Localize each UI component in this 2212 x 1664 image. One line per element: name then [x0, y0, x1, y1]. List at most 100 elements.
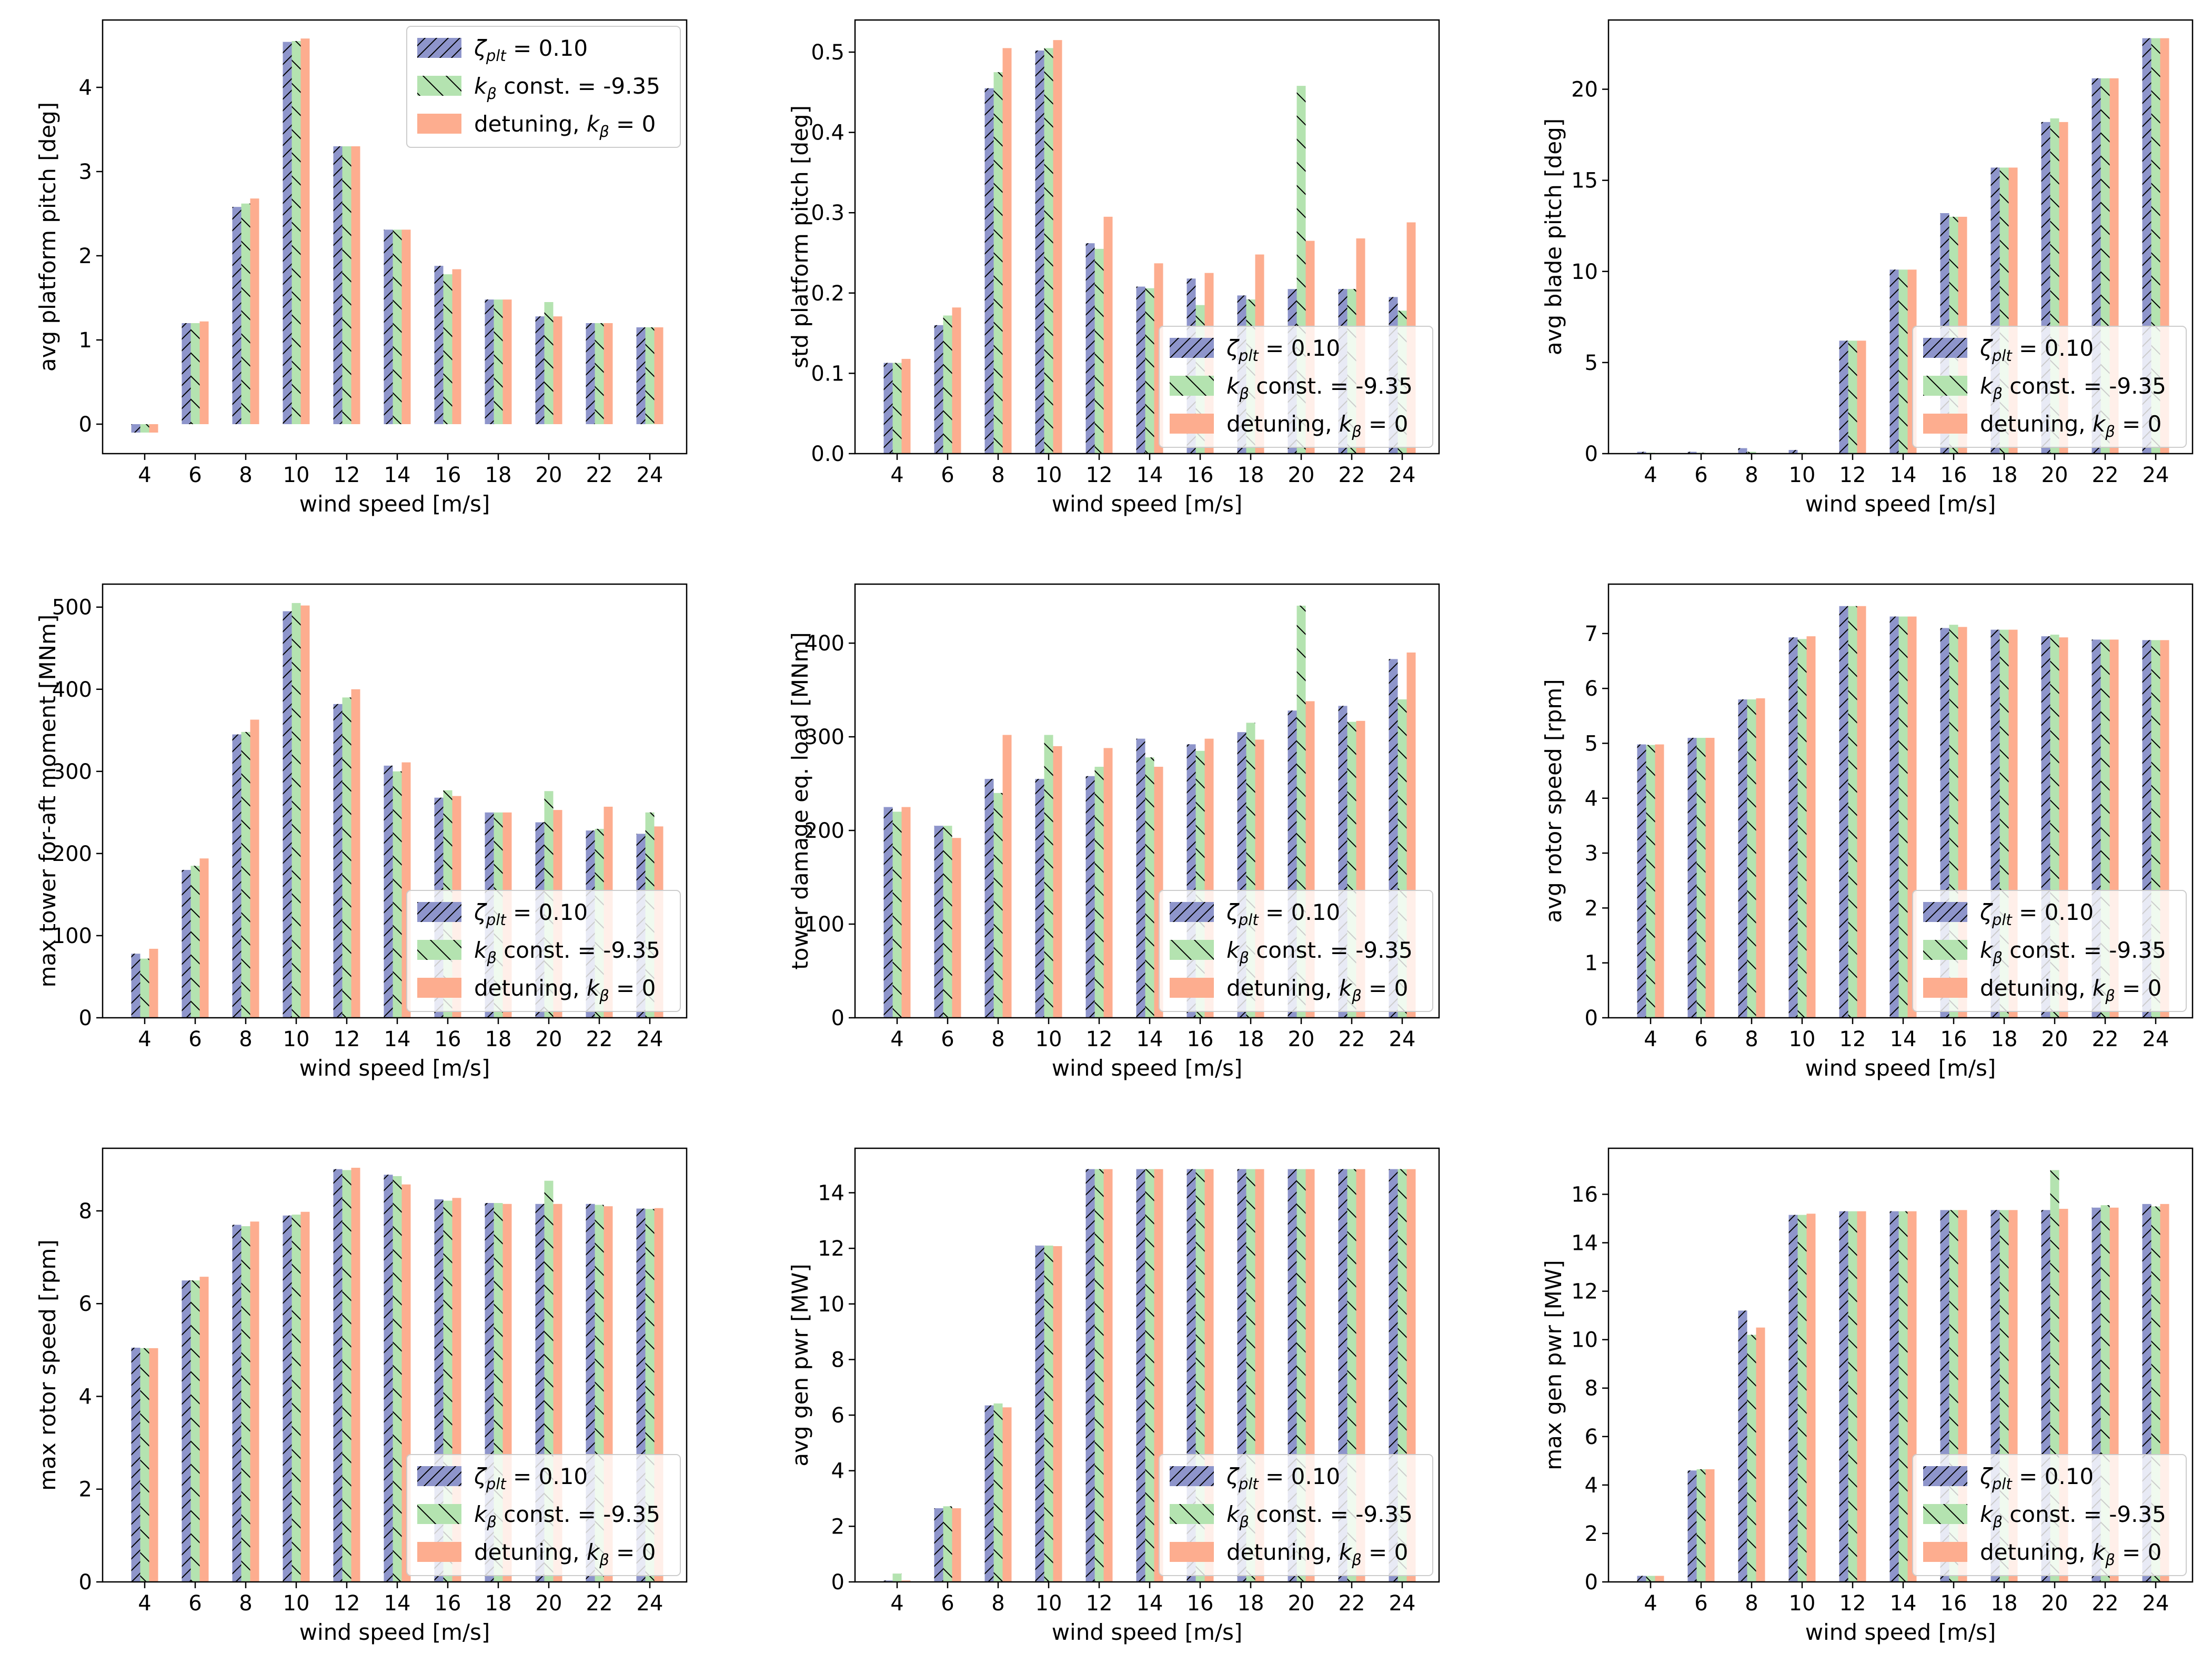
bar-detune-8 — [1002, 48, 1012, 454]
x-tick-label: 6 — [1694, 463, 1707, 487]
plot-frame — [1607, 583, 2194, 1019]
x-tick-label: 24 — [637, 463, 663, 487]
x-tick-label: 8 — [991, 1027, 1004, 1051]
x-tick-label: 10 — [1789, 1591, 1816, 1616]
y-tick-label: 6 — [1585, 677, 1598, 701]
y-tick-label: 8 — [1585, 1377, 1598, 1401]
legend-label-zeta: ζplt = 0.10 — [1979, 899, 2094, 929]
legend-label-zeta: ζplt = 0.10 — [1226, 1463, 1340, 1493]
y-tick-label: 2 — [831, 1515, 844, 1539]
bar-detune-4 — [149, 424, 158, 433]
x-tick-label: 12 — [1086, 1027, 1113, 1051]
y-tick-label: 15 — [1571, 169, 1598, 193]
y-axis-label: max rotor speed [rpm] — [35, 1239, 61, 1491]
bar-detune-4 — [149, 1348, 158, 1582]
legend-swatch-hatch-zeta — [1923, 338, 1967, 358]
y-tick-label: 8 — [79, 1199, 92, 1224]
bar-detune-12 — [1857, 340, 1866, 454]
bar-hatch-zeta-10 — [1035, 50, 1044, 454]
legend-swatch-detune — [1923, 1542, 1967, 1562]
y-tick-label: 14 — [818, 1181, 844, 1206]
bar-hatch-zeta-14 — [1136, 1169, 1145, 1582]
legend-label-kbeta: kβ const. = -9.35 — [474, 937, 660, 967]
x-tick-label: 14 — [1137, 463, 1163, 487]
y-tick-label: 0 — [1585, 1570, 1598, 1595]
legend-box — [1159, 1454, 1433, 1576]
x-tick-label: 24 — [1389, 463, 1416, 487]
x-tick-label: 18 — [1238, 463, 1264, 487]
x-tick-label: 4 — [138, 463, 151, 487]
x-tick-label: 6 — [941, 1591, 954, 1616]
bar-hatch-zeta-20 — [535, 316, 545, 424]
legend-label-kbeta: kβ const. = -9.35 — [1226, 1501, 1413, 1531]
legend-label-detune: detuning, kβ = 0 — [1226, 1539, 1408, 1569]
x-tick-label: 20 — [1288, 1027, 1315, 1051]
y-tick-label: 2 — [1585, 896, 1598, 920]
bar-hatch-kbeta-16 — [443, 274, 453, 424]
bar-hatch-kbeta-4 — [1646, 1576, 1655, 1582]
legend-box — [1159, 326, 1433, 448]
bar-detune-10 — [300, 38, 310, 424]
y-tick-label: 0 — [1585, 1006, 1598, 1030]
y-tick-label: 0 — [79, 1570, 92, 1595]
plot-frame — [854, 1147, 1440, 1583]
x-tick-label: 18 — [1991, 1027, 2018, 1051]
bar-hatch-zeta-8 — [232, 1225, 242, 1582]
x-tick-label: 8 — [239, 1027, 252, 1051]
bar-detune-10 — [1806, 636, 1816, 1018]
bar-detune-10 — [1053, 40, 1062, 454]
x-tick-label: 16 — [1940, 463, 1967, 487]
bar-hatch-zeta-4 — [131, 1347, 140, 1582]
x-tick-label: 14 — [1890, 1027, 1917, 1051]
x-tick-label: 10 — [1035, 463, 1062, 487]
legend-swatch-hatch-kbeta — [1170, 1504, 1214, 1524]
bar-hatch-kbeta-14 — [1145, 1169, 1154, 1582]
y-tick-label: 4 — [79, 76, 92, 100]
legend-swatch-hatch-zeta — [1923, 1466, 1967, 1486]
legend-swatch-detune — [417, 114, 461, 134]
bar-hatch-kbeta-6 — [190, 323, 200, 424]
x-tick-label: 22 — [586, 1591, 613, 1616]
bar-hatch-zeta-6 — [934, 1508, 943, 1582]
y-axis-label: avg platform pitch [deg] — [35, 102, 61, 372]
bar-detune-12 — [1103, 216, 1113, 454]
chart-panel-5: 4 6 8 10 12 14 16 18 20 22 24 0 100 200 300 400 wind spe… — [787, 583, 1440, 1081]
bar-hatch-kbeta-6 — [943, 315, 952, 454]
x-tick-label: 20 — [536, 1027, 562, 1051]
x-tick-label: 12 — [1086, 1591, 1113, 1616]
bar-hatch-kbeta-8 — [1747, 699, 1756, 1018]
bar-hatch-kbeta-8 — [241, 731, 250, 1018]
x-tick-label: 16 — [1940, 1591, 1967, 1616]
bar-hatch-kbeta-14 — [1898, 1211, 1908, 1582]
bar-detune-8 — [1756, 1327, 1765, 1582]
x-tick-label: 24 — [637, 1027, 663, 1051]
legend-label-detune: detuning, kβ = 0 — [1980, 975, 2161, 1005]
legend-swatch-hatch-zeta — [1170, 338, 1214, 358]
y-tick-label: 0 — [79, 1006, 92, 1030]
bar-hatch-zeta-12 — [1085, 776, 1095, 1018]
y-tick-label: 5 — [1585, 731, 1598, 756]
x-tick-label: 14 — [384, 463, 411, 487]
y-tick-label: 2 — [1585, 1522, 1598, 1546]
x-tick-label: 8 — [239, 463, 252, 487]
bar-hatch-zeta-16 — [434, 266, 444, 424]
bar-detune-6 — [952, 1508, 961, 1582]
bar-detune-6 — [199, 321, 209, 424]
legend-box — [406, 26, 681, 148]
legend-label-kbeta: kβ const. = -9.35 — [474, 73, 660, 103]
x-tick-label: 20 — [2042, 463, 2068, 487]
y-tick-label: 0 — [79, 413, 92, 437]
legend-label-detune: detuning, kβ = 0 — [474, 1539, 656, 1569]
x-tick-label: 18 — [1991, 1591, 2018, 1616]
x-tick-label: 14 — [1890, 1591, 1917, 1616]
y-tick-label: 1 — [79, 328, 92, 353]
y-tick-label: 200 — [805, 819, 844, 843]
legend-swatch-hatch-zeta — [1170, 902, 1214, 922]
bar-hatch-zeta-24 — [636, 327, 646, 424]
x-tick-label: 6 — [1694, 1027, 1707, 1051]
y-tick-label: 0.0 — [811, 442, 844, 466]
bar-hatch-zeta-6 — [934, 325, 943, 454]
bar-detune-8 — [1002, 735, 1012, 1018]
